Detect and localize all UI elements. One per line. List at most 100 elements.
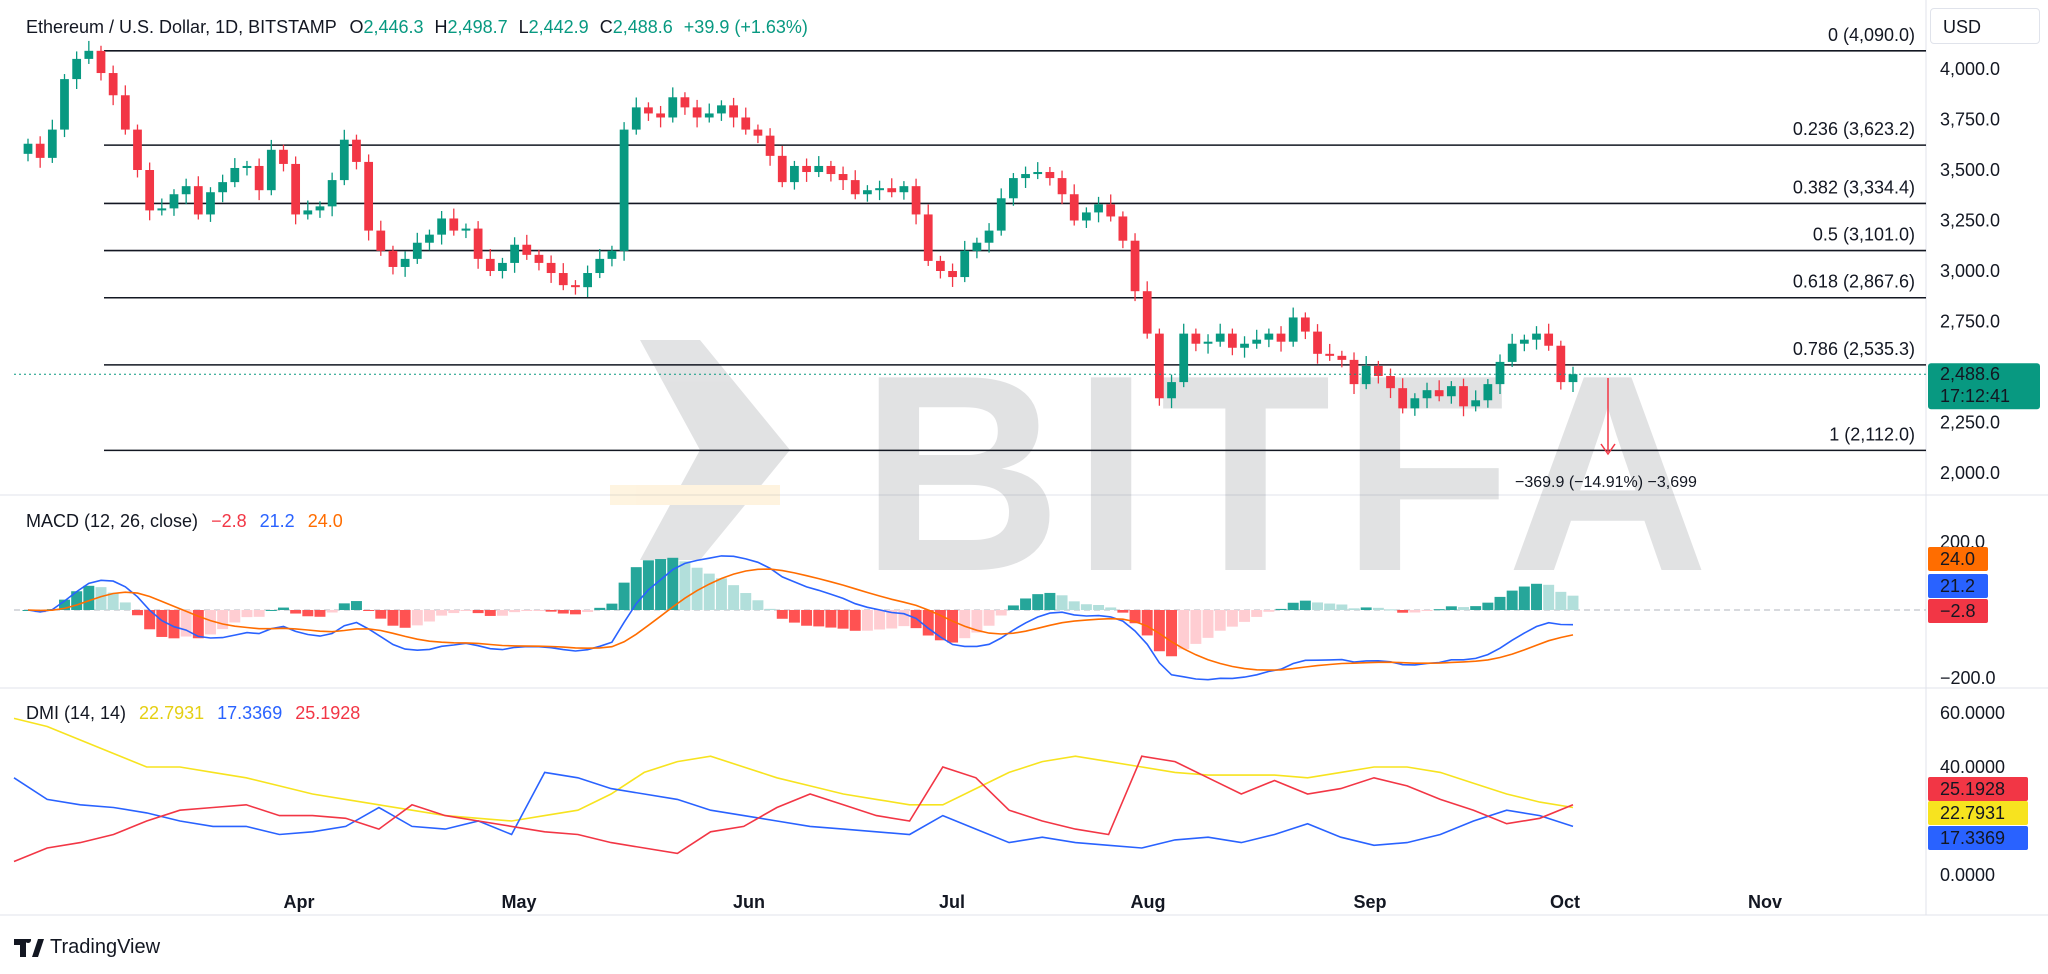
macd-histogram-bar bbox=[436, 610, 448, 616]
watermark-logo: BITFA bbox=[610, 318, 1719, 630]
macd-histogram-bar bbox=[1166, 610, 1178, 657]
low-value: 2,442.9 bbox=[528, 17, 589, 37]
fib-level-label: 0.618 (2,867.6) bbox=[1793, 272, 1915, 292]
time-axis-label: Jun bbox=[733, 892, 765, 912]
candle-body bbox=[1519, 339, 1529, 344]
dmi-value-badge-label: 25.1928 bbox=[1940, 779, 2005, 799]
macd-histogram-bar bbox=[180, 610, 192, 637]
candle-body bbox=[254, 165, 264, 191]
dmi-adx-line bbox=[13, 717, 1574, 822]
macd-histogram-bar bbox=[788, 610, 800, 623]
candle-body bbox=[242, 165, 252, 168]
candle-body bbox=[1459, 386, 1468, 407]
candle-body bbox=[765, 135, 775, 156]
time-axis-label: Apr bbox=[284, 892, 315, 912]
candle-body bbox=[619, 129, 629, 251]
macd-histogram-bar bbox=[995, 610, 1007, 616]
candle-body bbox=[911, 186, 921, 215]
candle-body bbox=[1215, 333, 1225, 342]
candle-body bbox=[230, 167, 240, 183]
macd-histogram-bar bbox=[1543, 584, 1555, 610]
candle-body bbox=[1337, 355, 1347, 360]
macd-histogram-bar bbox=[715, 578, 727, 610]
fibonacci-retracement[interactable]: 0 (4,090.0) 0.236 (3,623.2) 0.382 (3,334.4… bbox=[104, 25, 1926, 452]
macd-histogram-bar bbox=[119, 602, 131, 610]
price-tick-label: 2,250.0 bbox=[1940, 413, 2000, 433]
macd-histogram-bar bbox=[472, 610, 484, 614]
macd-histogram-bar bbox=[448, 610, 460, 614]
candle-body bbox=[352, 139, 361, 162]
fib-level-label: 1 (2,112.0) bbox=[1829, 424, 1915, 444]
macd-histogram-bar bbox=[1458, 607, 1469, 610]
macd-histogram-bar bbox=[1239, 610, 1251, 622]
candle-body bbox=[1300, 317, 1310, 332]
time-axis[interactable]: Apr May Jun Jul Aug Sep Oct Nov bbox=[284, 892, 1783, 912]
macd-histogram-bar bbox=[1178, 610, 1190, 650]
macd-histogram-bar bbox=[375, 610, 387, 619]
candle-body bbox=[1568, 374, 1578, 383]
candle-body bbox=[583, 273, 592, 288]
candle-body bbox=[193, 186, 203, 215]
candle-body bbox=[133, 129, 142, 170]
macd-histogram-bar bbox=[1117, 610, 1129, 613]
candle-body bbox=[899, 186, 909, 193]
fib-level-label: 0.786 (2,535.3) bbox=[1793, 339, 1915, 359]
macd-histogram-bar bbox=[387, 610, 399, 626]
price-tick-label: 3,500.0 bbox=[1940, 160, 2000, 180]
macd-histogram-bar bbox=[1141, 610, 1153, 636]
dmi-axis-label: 0.0000 bbox=[1940, 865, 1995, 885]
candle-body bbox=[1179, 333, 1189, 383]
candle-body bbox=[1556, 345, 1566, 383]
macd-histogram-bar bbox=[642, 560, 654, 610]
candle-body bbox=[1252, 339, 1262, 344]
candle-body bbox=[1471, 400, 1481, 407]
time-axis-label: Sep bbox=[1353, 892, 1386, 912]
close-label: C bbox=[599, 17, 613, 37]
candle-body bbox=[1386, 376, 1395, 389]
candle-body bbox=[400, 258, 410, 267]
macd-histogram-bar bbox=[338, 603, 350, 610]
macd-histogram-bar bbox=[350, 601, 362, 610]
macd-histogram-bar bbox=[521, 610, 533, 611]
candle-body bbox=[1094, 204, 1103, 213]
candle-body bbox=[1422, 390, 1432, 399]
macd-value-badge-label: 21.2 bbox=[1940, 576, 1975, 596]
fib-level-label: 0.236 (3,623.2) bbox=[1793, 119, 1915, 139]
open-label: O bbox=[349, 17, 364, 37]
watermark-text: BITFA bbox=[860, 318, 1719, 630]
macd-histogram-bar bbox=[1397, 610, 1409, 613]
macd-histogram-bar bbox=[1056, 595, 1068, 610]
candle-body bbox=[996, 198, 1006, 231]
dmi-value-badge-label: 17.3369 bbox=[1940, 828, 2005, 848]
time-axis-label: Oct bbox=[1550, 892, 1580, 912]
candle-body bbox=[1154, 333, 1164, 399]
dmi-pane: 60.0000 40.0000 0.0000 bbox=[13, 703, 2005, 885]
currency-button[interactable]: USD bbox=[1930, 8, 2040, 44]
macd-histogram-bar bbox=[1129, 610, 1141, 624]
candle-body bbox=[1410, 398, 1420, 409]
candle-body bbox=[145, 170, 155, 211]
time-axis-label: Nov bbox=[1748, 892, 1782, 912]
macd-histogram-bar bbox=[1287, 602, 1299, 610]
price-tick-label: 2,000.0 bbox=[1940, 463, 2000, 483]
candle-body bbox=[595, 258, 605, 274]
macd-histogram-bar bbox=[229, 610, 241, 623]
macd-histogram-bar bbox=[71, 591, 83, 610]
macd-line bbox=[27, 555, 1574, 681]
candle-body bbox=[656, 113, 665, 118]
measure-tool[interactable]: −369.9 (−14.91%) −3,699 bbox=[1515, 378, 1697, 491]
candle-body bbox=[644, 107, 653, 114]
macd-signal-line bbox=[27, 568, 1574, 671]
macd-histogram-bar bbox=[107, 592, 119, 610]
candle-body bbox=[60, 79, 69, 130]
macd-histogram-bar bbox=[1421, 610, 1433, 611]
tradingview-logo[interactable]: TradingView bbox=[14, 936, 160, 959]
macd-histogram-bar bbox=[837, 610, 849, 629]
symbol-legend[interactable]: Ethereum / U.S. Dollar, 1D, BITSTAMP O2,… bbox=[26, 17, 808, 38]
candle-body bbox=[1361, 365, 1371, 385]
dmi-legend[interactable]: DMI (14, 14) 22.7931 17.3369 25.1928 bbox=[26, 703, 360, 724]
price-axis[interactable]: 4,000.0 3,750.0 3,500.0 3,250.0 3,000.0 2,750… bbox=[1940, 59, 2000, 483]
candle-body bbox=[814, 165, 824, 173]
macd-legend[interactable]: MACD (12, 26, close) −2.8 21.2 24.0 bbox=[26, 511, 343, 532]
